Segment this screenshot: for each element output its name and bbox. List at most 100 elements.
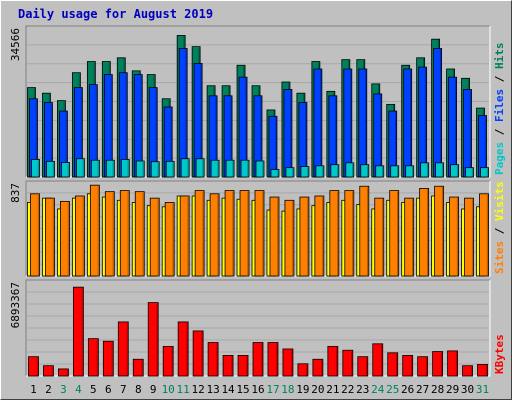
bar-sites-day-31 bbox=[479, 193, 489, 277]
legend-entry: / bbox=[493, 122, 506, 142]
day-label-20: 20 bbox=[311, 383, 324, 396]
bar-pages-day-15 bbox=[240, 159, 250, 178]
day-label-21: 21 bbox=[326, 383, 339, 396]
bar-pages-day-18 bbox=[285, 167, 295, 178]
bar-sites-day-22 bbox=[344, 190, 355, 277]
bar-kbytes-day-5 bbox=[87, 338, 99, 377]
bar-kbytes-day-4 bbox=[72, 286, 84, 377]
bar-pages-day-27 bbox=[420, 162, 430, 178]
bar-sites-day-5 bbox=[89, 184, 100, 277]
day-label-13: 13 bbox=[206, 383, 219, 396]
bar-sites-day-16 bbox=[254, 190, 265, 277]
bar-pages-day-26 bbox=[405, 165, 415, 178]
bar-pages-day-7 bbox=[120, 159, 130, 178]
max-label-visits-sites: 837 bbox=[9, 183, 22, 203]
bar-kbytes-day-15 bbox=[237, 354, 249, 377]
plot-border-hits-files-pages bbox=[25, 25, 490, 177]
legend-entry: Hits bbox=[493, 43, 506, 70]
bar-pages-day-4 bbox=[75, 158, 85, 178]
bar-pages-day-30 bbox=[465, 167, 474, 178]
day-label-28: 28 bbox=[431, 383, 444, 396]
bar-sites-day-30 bbox=[464, 197, 474, 277]
chart-title: Daily usage for August 2019 bbox=[18, 7, 214, 21]
legend-entry: Sites bbox=[493, 241, 506, 274]
legend-entry: / bbox=[493, 69, 506, 89]
bar-pages-day-19 bbox=[300, 166, 310, 178]
bar-kbytes-day-31 bbox=[477, 364, 488, 377]
bar-sites-day-20 bbox=[314, 195, 325, 277]
bar-sites-day-29 bbox=[449, 196, 459, 277]
bar-sites-day-17 bbox=[269, 196, 280, 277]
bar-pages-day-1 bbox=[31, 159, 40, 178]
bar-kbytes-day-18 bbox=[282, 348, 294, 377]
bar-pages-day-8 bbox=[135, 160, 145, 178]
max-label-kbytes: 6893367 bbox=[9, 282, 22, 328]
legend-entry: Files bbox=[493, 89, 506, 122]
day-label-15: 15 bbox=[236, 383, 249, 396]
bar-sites-day-12 bbox=[194, 190, 205, 277]
bar-pages-day-29 bbox=[450, 164, 459, 178]
legend-visits-sites: Sites / Visits bbox=[493, 181, 506, 274]
day-label-4: 4 bbox=[75, 383, 82, 396]
bar-pages-day-2 bbox=[46, 160, 55, 178]
bar-sites-day-18 bbox=[284, 199, 295, 277]
bar-kbytes-day-25 bbox=[387, 352, 399, 377]
bar-sites-day-21 bbox=[329, 190, 340, 277]
legend-entry: KBytes bbox=[493, 334, 506, 374]
bar-sites-day-15 bbox=[239, 190, 250, 277]
bar-sites-day-11 bbox=[179, 195, 190, 277]
bar-kbytes-day-12 bbox=[192, 330, 204, 377]
bar-sites-day-10 bbox=[164, 202, 175, 277]
bar-pages-day-28 bbox=[435, 162, 445, 178]
bar-pages-day-23 bbox=[360, 164, 370, 178]
bar-kbytes-day-27 bbox=[417, 356, 429, 377]
bar-sites-day-9 bbox=[149, 197, 160, 277]
bar-kbytes-day-28 bbox=[432, 351, 444, 377]
bar-pages-day-11 bbox=[180, 158, 190, 178]
plot-border-visits-sites bbox=[25, 180, 490, 276]
bar-kbytes-day-19 bbox=[297, 363, 309, 377]
bar-pages-day-10 bbox=[165, 160, 175, 178]
bar-sites-day-23 bbox=[359, 185, 370, 277]
day-label-11: 11 bbox=[177, 383, 190, 396]
bar-kbytes-day-6 bbox=[102, 340, 114, 377]
bar-kbytes-day-1 bbox=[28, 356, 39, 377]
bar-pages-day-14 bbox=[225, 159, 235, 178]
day-label-18: 18 bbox=[281, 383, 294, 396]
day-label-23: 23 bbox=[356, 383, 369, 396]
bar-kbytes-day-17 bbox=[267, 342, 279, 377]
day-label-29: 29 bbox=[446, 383, 459, 396]
bar-pages-day-16 bbox=[255, 160, 265, 178]
bar-kbytes-day-7 bbox=[117, 321, 129, 377]
day-label-2: 2 bbox=[45, 383, 52, 396]
bar-sites-day-6 bbox=[104, 191, 115, 277]
bar-pages-day-9 bbox=[150, 161, 160, 178]
bar-kbytes-day-23 bbox=[357, 356, 369, 377]
legend-kbytes: KBytes bbox=[493, 334, 506, 374]
bar-kbytes-day-16 bbox=[252, 342, 264, 377]
bar-kbytes-day-30 bbox=[462, 365, 473, 377]
bar-pages-day-6 bbox=[105, 159, 115, 178]
legend-entry: Pages bbox=[493, 142, 506, 175]
bar-kbytes-day-14 bbox=[222, 354, 234, 377]
bar-sites-day-4 bbox=[74, 195, 85, 277]
bar-pages-day-5 bbox=[90, 159, 100, 178]
bar-sites-day-14 bbox=[224, 190, 235, 277]
legend-entry: Visits bbox=[493, 181, 506, 221]
bar-sites-day-3 bbox=[60, 200, 70, 277]
plot-border-kbytes bbox=[25, 279, 490, 376]
bar-kbytes-day-2 bbox=[43, 365, 54, 377]
bar-kbytes-day-11 bbox=[177, 321, 189, 377]
day-label-25: 25 bbox=[386, 383, 399, 396]
bar-pages-day-31 bbox=[480, 167, 489, 178]
day-label-12: 12 bbox=[192, 383, 205, 396]
bar-pages-day-25 bbox=[390, 165, 400, 178]
bar-kbytes-day-3 bbox=[58, 368, 69, 377]
bar-sites-day-1 bbox=[30, 193, 40, 277]
bar-sites-day-2 bbox=[45, 197, 55, 277]
bar-pages-day-24 bbox=[375, 165, 385, 178]
day-label-9: 9 bbox=[150, 383, 157, 396]
bar-sites-day-13 bbox=[209, 193, 220, 277]
